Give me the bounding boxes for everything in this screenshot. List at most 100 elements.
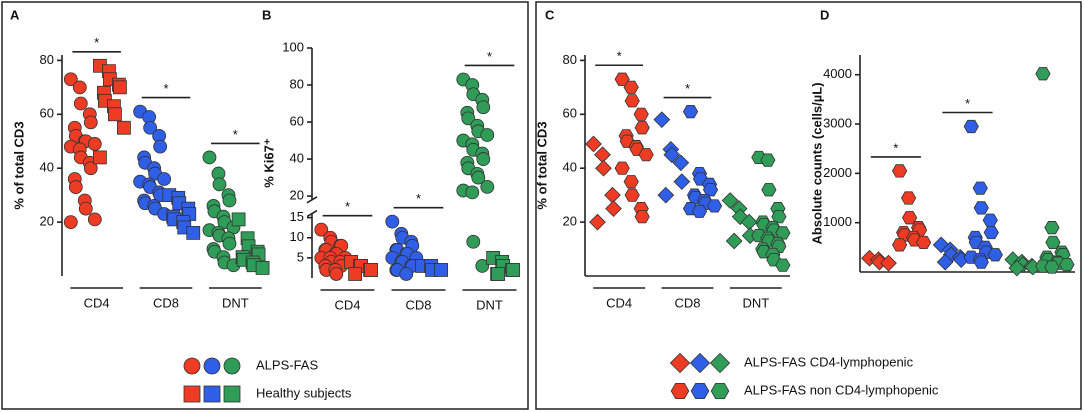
panel-frame — [1, 1, 529, 410]
data-point — [638, 148, 654, 162]
data-point — [987, 248, 1003, 262]
x-tick-label: CD8 — [153, 295, 179, 310]
panel-title: C — [545, 7, 555, 22]
data-point — [706, 199, 723, 213]
data-point — [595, 159, 612, 177]
legend-marker — [690, 382, 710, 400]
data-point — [63, 215, 78, 229]
y-tick-label: 3000 — [823, 115, 852, 130]
data-point — [399, 267, 414, 281]
data-point — [721, 192, 739, 209]
data-point — [936, 253, 954, 271]
data-point — [480, 179, 495, 194]
data-point — [143, 120, 158, 135]
data-point — [673, 173, 691, 191]
data-point — [222, 236, 237, 251]
x-tick-label: CD8 — [674, 295, 700, 310]
data-point — [231, 212, 246, 227]
panel-title: B — [262, 7, 271, 22]
data-point — [506, 263, 521, 277]
data-point — [891, 164, 908, 178]
data-point — [624, 94, 640, 108]
significance-mark: * — [94, 35, 99, 50]
y-tick-label: 60 — [290, 113, 304, 128]
data-point — [364, 263, 379, 277]
data-point — [657, 186, 675, 204]
data-point — [1035, 67, 1051, 81]
data-point — [475, 259, 490, 273]
data-point — [186, 225, 201, 240]
data-point — [663, 146, 681, 164]
data-point — [623, 175, 639, 189]
data-point — [973, 201, 989, 215]
data-point — [87, 212, 102, 227]
data-point — [461, 111, 476, 126]
legend-marker — [223, 357, 241, 375]
y-axis-label: Absolute counts (cells/µL) — [809, 82, 824, 244]
data-point — [113, 80, 127, 95]
data-point — [87, 137, 102, 151]
y-tick-label: 60 — [40, 106, 54, 121]
data-point — [434, 263, 449, 277]
significance-mark: * — [487, 49, 492, 64]
y-axis-label: % of total CD3 — [534, 121, 549, 209]
data-point — [1008, 259, 1026, 277]
panel-title: A — [10, 7, 20, 22]
y-tick-label: 80 — [563, 52, 577, 67]
data-point — [702, 183, 719, 197]
data-point — [73, 96, 88, 111]
y-tick-label: 40 — [563, 160, 577, 175]
data-point — [614, 161, 630, 175]
data-point — [72, 80, 87, 95]
data-point — [83, 115, 98, 130]
legend-label: ALPS-FAS non CD4-lymphopenic — [744, 382, 939, 397]
y-tick-label: 40 — [290, 151, 304, 166]
data-point — [466, 234, 481, 249]
data-point — [605, 200, 622, 217]
data-point — [594, 146, 611, 164]
y-axis-label: % Ki67⁺ — [261, 138, 276, 188]
data-point — [63, 72, 78, 87]
y-tick-label: 40 — [40, 160, 54, 175]
significance-mark: * — [685, 81, 690, 96]
y-tick-label: 20 — [563, 214, 577, 229]
axis-break — [306, 196, 318, 204]
data-point — [108, 107, 122, 122]
data-point — [117, 120, 131, 135]
panel-title: D — [820, 7, 829, 22]
data-point — [672, 154, 690, 172]
data-point — [476, 152, 491, 166]
data-point — [212, 177, 227, 192]
data-point — [880, 254, 897, 272]
significance-mark: * — [893, 140, 898, 155]
x-tick-label: CD4 — [606, 295, 632, 310]
data-point — [634, 121, 650, 135]
data-point — [915, 235, 932, 250]
data-point — [476, 100, 491, 115]
axis-break — [306, 209, 318, 218]
y-tick-label: 20 — [290, 188, 304, 203]
y-tick-label: 80 — [290, 76, 304, 91]
legend-marker — [710, 382, 730, 400]
data-point — [1059, 258, 1075, 272]
y-tick-label: 15 — [290, 209, 304, 224]
significance-mark: * — [345, 199, 350, 214]
significance-mark: * — [965, 96, 970, 111]
data-point — [589, 213, 606, 231]
y-tick-label: 10 — [290, 229, 304, 244]
data-point — [202, 150, 217, 165]
data-point — [624, 188, 640, 202]
data-point — [633, 107, 649, 121]
legend-marker — [689, 352, 711, 374]
data-point — [634, 210, 650, 224]
x-tick-label: CD4 — [334, 297, 360, 312]
data-point — [771, 210, 787, 224]
data-point — [900, 191, 917, 205]
data-point — [982, 213, 998, 227]
legend-label: ALPS-FAS — [256, 357, 318, 372]
legend-marker — [203, 357, 221, 375]
y-tick-label: 20 — [40, 214, 54, 229]
legend-marker — [183, 385, 201, 403]
data-point — [775, 226, 791, 240]
